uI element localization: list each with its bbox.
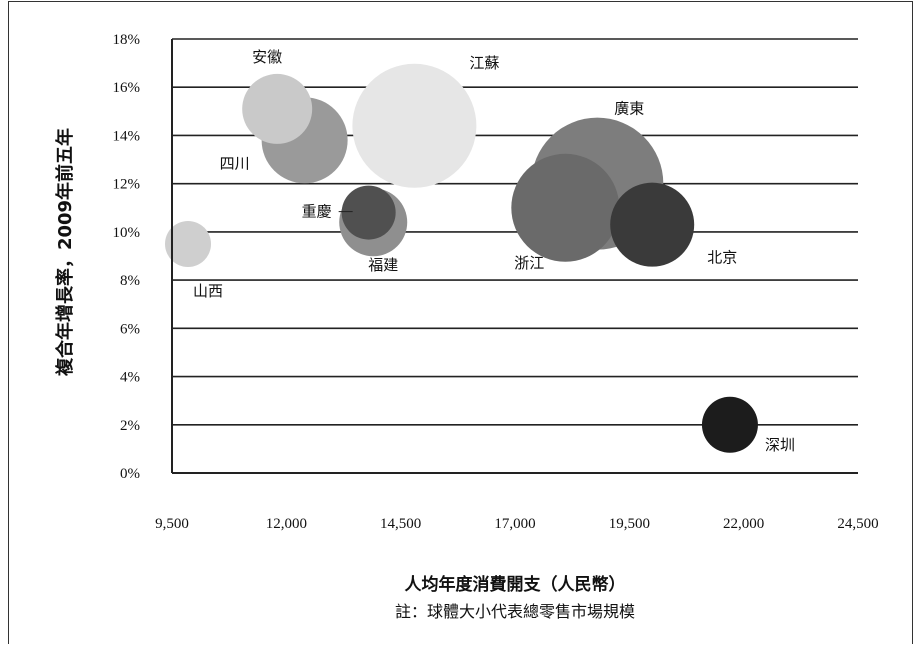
bubble [701,396,758,453]
x-tick-label: 12,000 [266,516,307,532]
y-tick-label: 18% [113,32,141,48]
x-tick-label: 24,500 [837,516,878,532]
bubble-label: 安徽 [252,48,282,66]
x-tick-labels: 9,500 12,000 14,500 17,000 19,500 22,000 24,50… [155,516,879,532]
y-tick-label: 0% [120,466,140,482]
y-tick-label: 8% [120,273,140,289]
y-tick-label: 10% [113,225,141,241]
bubble-label: 四川 [220,154,250,172]
x-axis-title: 人均年度消費開支（人民幣） [405,574,626,595]
x-tick-label: 17,000 [494,516,535,532]
y-tick-label: 2% [120,418,140,434]
bubble [242,73,313,144]
bubbles [165,63,758,453]
bubble [165,220,212,267]
bubble-label: 廣東 [614,100,644,118]
x-tick-label: 22,000 [723,516,764,532]
x-tick-label: 19,500 [609,516,650,532]
bubble [511,153,620,262]
y-tick-labels: 0% 2% 4% 6% 8% 10% 12% 14% 16% 18% [113,32,141,482]
bubble-label: 山西 [193,282,223,300]
y-tick-label: 6% [120,321,140,337]
y-tick-label: 12% [113,177,141,193]
y-tick-label: 14% [113,128,141,144]
bubble-label: 江蘇 [469,54,499,72]
bubble [610,182,695,267]
bubble-label: 重慶 [302,203,332,221]
gridlines [172,38,858,426]
bubble-label: 北京 [707,249,737,267]
x-tick-label: 14,500 [380,516,421,532]
bubble-label: 深圳 [765,436,795,454]
y-tick-label: 16% [113,80,141,96]
y-axis-title: 複合年增長率，2009年前五年 [54,128,76,377]
x-tick-label: 9,500 [155,516,189,532]
bubble [341,185,396,240]
bubble [352,63,477,188]
bubble-label: 浙江 [514,254,544,272]
y-tick-label: 4% [120,370,140,386]
bubble-label: 福建 [368,256,398,274]
chart-frame [8,1,913,644]
bubble-size-note: 註：球體大小代表總零售市場規模 [395,602,635,621]
